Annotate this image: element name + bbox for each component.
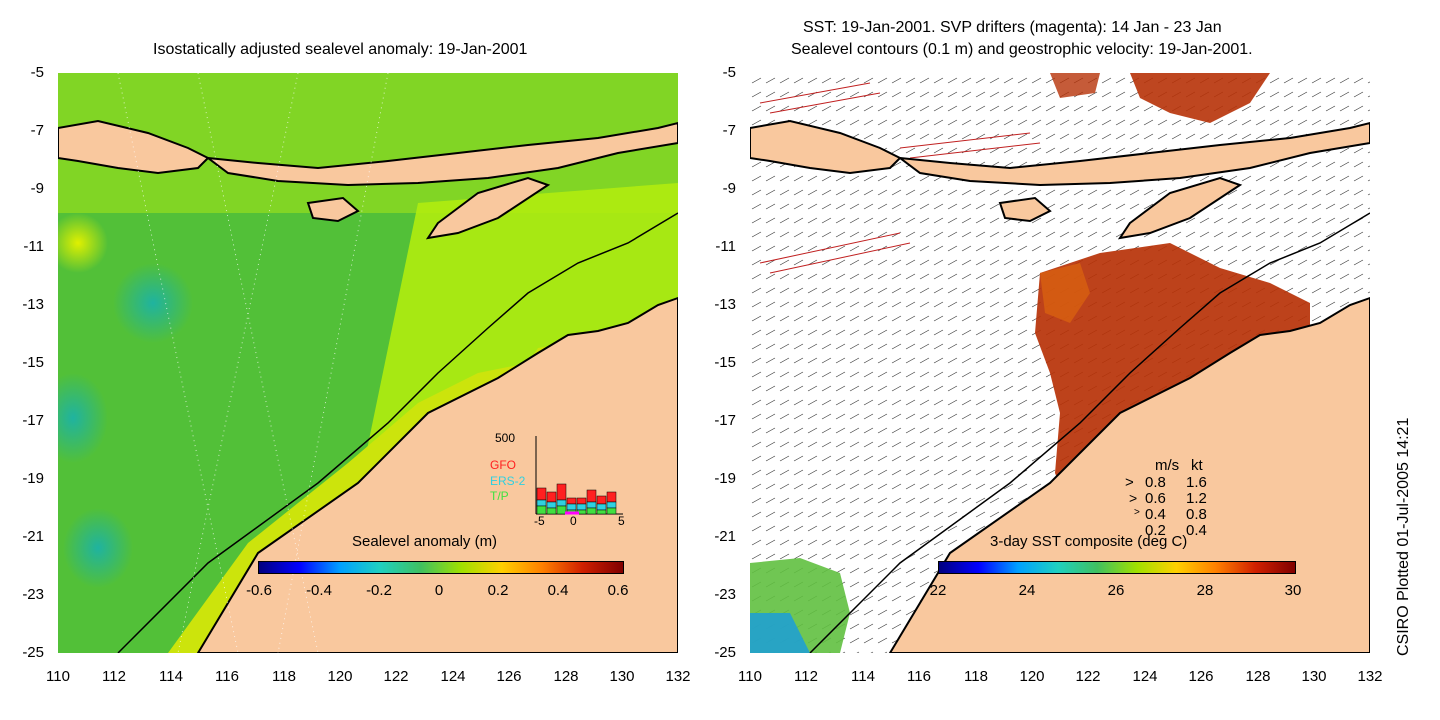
colorbar-tick: 0.4 [547, 582, 569, 599]
x-tick: 126 [1188, 668, 1214, 685]
inset-legend-tp: T/P [490, 489, 509, 503]
colorbar-tick: 0.2 [487, 582, 509, 599]
y-tick: -23 [22, 586, 44, 603]
legend-arrow-medium: > [1129, 490, 1138, 506]
legend-kt-value: 0.4 [1186, 522, 1207, 539]
y-tick: -17 [714, 412, 736, 429]
colorbar-tick: -0.2 [366, 582, 392, 599]
x-tick: 122 [1075, 668, 1101, 685]
x-tick: 112 [794, 668, 818, 685]
x-tick: 126 [496, 668, 522, 685]
left-panel-title: Isostatically adjusted sealevel anomaly:… [153, 41, 528, 58]
x-tick: 118 [272, 668, 296, 685]
x-tick: 114 [851, 668, 875, 685]
y-tick: -15 [22, 354, 44, 371]
legend-header-ms: m/s [1155, 457, 1180, 474]
x-tick: 118 [964, 668, 988, 685]
legend-header-kt: kt [1191, 457, 1203, 474]
y-tick: -19 [714, 470, 736, 487]
legend-ms-value: 0.4 [1145, 506, 1166, 523]
inset-legend-ers2: ERS-2 [490, 474, 526, 488]
legend-ms-value: 0.6 [1145, 490, 1166, 507]
credit-text: CSIRO Plotted 01-Jul-2005 14:21 [1395, 417, 1412, 656]
x-tick: 110 [46, 668, 70, 685]
y-tick: -5 [30, 64, 44, 81]
legend-ms-value: 0.2 [1145, 522, 1166, 539]
right-panel-title-line2: Sealevel contours (0.1 m) and geostrophi… [791, 41, 1253, 58]
colorbar-tick: 24 [1018, 582, 1036, 599]
colorbar-tick: -0.4 [306, 582, 332, 599]
y-tick: -19 [22, 470, 44, 487]
x-tick: 130 [1301, 668, 1327, 685]
y-tick: -21 [22, 528, 44, 545]
left-colorbar-label: Sealevel anomaly (m) [352, 533, 498, 550]
right-panel-title-line1: SST: 19-Jan-2001. SVP drifters (magenta)… [803, 19, 1222, 36]
y-tick: -13 [22, 296, 44, 313]
colorbar-tick: 26 [1107, 582, 1125, 599]
x-tick: 116 [215, 668, 239, 685]
x-tick: 116 [907, 668, 931, 685]
y-tick: -7 [30, 122, 44, 139]
x-tick: 128 [1245, 668, 1271, 685]
x-tick: 124 [1132, 668, 1158, 685]
legend-kt-value: 1.6 [1186, 474, 1207, 491]
x-tick: 112 [102, 668, 126, 685]
x-tick: 132 [1357, 668, 1383, 685]
x-tick: 120 [1019, 668, 1045, 685]
inset-x-tick: -5 [534, 514, 545, 528]
y-tick: -17 [22, 412, 44, 429]
x-tick: 124 [440, 668, 466, 685]
y-tick: -23 [714, 586, 736, 603]
right-colorbar-label: 3-day SST composite (deg C) [990, 533, 1188, 550]
x-tick: 128 [553, 668, 579, 685]
y-tick: -5 [722, 64, 736, 81]
x-tick: 114 [159, 668, 183, 685]
x-tick: 122 [383, 668, 409, 685]
y-tick: -11 [23, 238, 44, 255]
inset-x-tick: 5 [618, 514, 625, 528]
y-tick: -21 [714, 528, 736, 545]
y-tick: -11 [715, 238, 736, 255]
right-colorbar [938, 561, 1296, 574]
colorbar-tick: 30 [1284, 582, 1302, 599]
legend-arrow-large: > [1125, 474, 1134, 491]
y-tick: -25 [22, 644, 44, 661]
x-tick: 110 [738, 668, 762, 685]
y-tick: -7 [722, 122, 736, 139]
y-tick: -15 [714, 354, 736, 371]
x-tick: 120 [327, 668, 353, 685]
colorbar-tick: 0 [434, 582, 444, 599]
colorbar-tick: 0.6 [607, 582, 629, 599]
colorbar-tick: -0.6 [246, 582, 272, 599]
colorbar-tick: 28 [1196, 582, 1214, 599]
legend-kt-value: 1.2 [1186, 490, 1207, 507]
legend-kt-value: 0.8 [1186, 506, 1207, 523]
inset-histogram [535, 436, 623, 515]
x-tick: 132 [665, 668, 691, 685]
y-tick: -9 [722, 180, 736, 197]
inset-legend-gfo: GFO [490, 458, 516, 472]
y-tick: -25 [714, 644, 736, 661]
legend-ms-value: 0.8 [1145, 474, 1166, 491]
legend-arrow-small: > [1134, 507, 1140, 518]
colorbar-tick: 22 [929, 582, 947, 599]
inset-x-tick: 0 [570, 514, 577, 528]
y-tick: -13 [714, 296, 736, 313]
left-colorbar [258, 561, 624, 574]
x-tick: 130 [609, 668, 635, 685]
inset-y-max: 500 [495, 431, 516, 445]
y-tick: -9 [30, 180, 44, 197]
